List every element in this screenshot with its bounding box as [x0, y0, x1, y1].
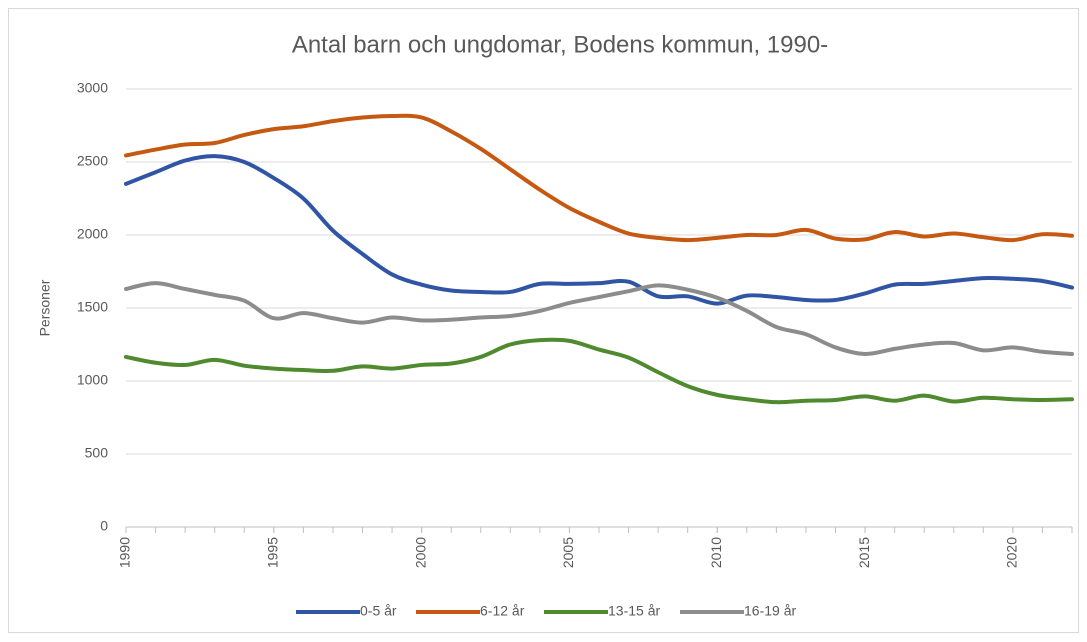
legend-label: 6-12 år: [480, 603, 525, 619]
series-line: [124, 337, 1074, 405]
x-tick-label: 1990: [117, 537, 133, 568]
x-tick-label: 1995: [265, 537, 281, 568]
x-tick-label: 2020: [1004, 537, 1020, 568]
y-tick-label: 2500: [77, 153, 108, 169]
legend-label: 13-15 år: [608, 603, 660, 619]
x-tick-label: 2005: [560, 537, 576, 568]
y-tick-label: 1000: [77, 372, 108, 388]
series-line: [124, 154, 1074, 306]
y-tick-label: 500: [85, 445, 109, 461]
series-line: [124, 281, 1074, 356]
y-tick-label: 3000: [77, 80, 108, 96]
y-tick-label: 0: [100, 518, 108, 534]
y-tick-label: 1500: [77, 299, 108, 315]
legend-label: 16-19 år: [744, 603, 796, 619]
x-tick-label: 2010: [708, 537, 724, 568]
chart-border: [8, 8, 1079, 633]
chart-title: Antal barn och ungdomar, Bodens kommun, …: [292, 31, 828, 58]
y-axis-label: Personer: [37, 279, 53, 336]
x-tick-label: 2015: [856, 537, 872, 568]
legend-label: 0-5 år: [360, 603, 397, 619]
y-tick-label: 2000: [77, 226, 108, 242]
x-tick-label: 2000: [412, 537, 428, 568]
series-line: [124, 113, 1074, 243]
